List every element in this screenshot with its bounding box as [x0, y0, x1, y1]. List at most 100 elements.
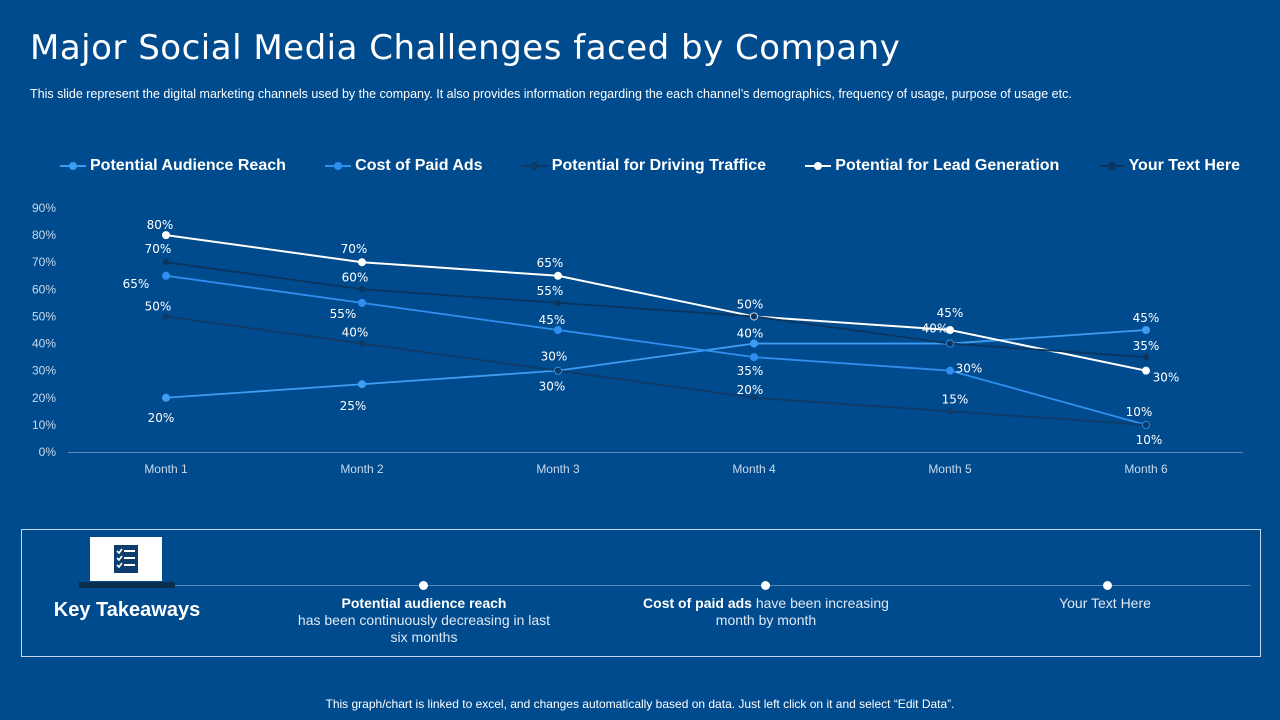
- data-point: [750, 394, 758, 401]
- y-tick-label: 40%: [32, 337, 56, 351]
- data-point: [554, 299, 562, 307]
- line-chart: 0% 10% 20% 30% 40% 50% 60% 70% 80% 90% Month 1 Mont…: [32, 201, 1243, 476]
- legend-marker-your-text: [1098, 159, 1125, 173]
- data-point: [946, 326, 954, 334]
- data-label: 25%: [340, 399, 367, 413]
- series-line-2: [165, 274, 1147, 426]
- chart-legend: Potential Audience Reach Cost of Paid Ad…: [60, 156, 1240, 176]
- data-label: 50%: [145, 299, 172, 313]
- data-label: 80%: [147, 218, 174, 232]
- data-label: 65%: [537, 256, 564, 270]
- series-line-3: [165, 315, 1147, 426]
- data-point: [358, 340, 366, 347]
- legend-label: Your Text Here: [1128, 157, 1240, 174]
- legend-marker-driving-traffic: [521, 159, 548, 173]
- data-point: [162, 271, 170, 280]
- data-point: [1142, 366, 1150, 375]
- legend-label: Potential Audience Reach: [90, 157, 286, 174]
- x-tick-label: Month 6: [1124, 462, 1168, 476]
- data-point: [1142, 353, 1150, 361]
- timeline-dot: [761, 581, 770, 590]
- takeaway-icon-base: [79, 582, 175, 588]
- data-label: 20%: [737, 383, 764, 397]
- takeaway-bold: Potential audience reach: [341, 595, 507, 611]
- legend-item-audience-reach[interactable]: Potential Audience Reach: [60, 157, 286, 175]
- legend-item-cost-paid-ads[interactable]: Cost of Paid Ads: [325, 157, 483, 175]
- data-point: [162, 393, 170, 402]
- data-label: 40%: [737, 327, 764, 341]
- y-tick-label: 80%: [32, 228, 56, 242]
- data-label: 70%: [145, 242, 172, 256]
- data-label: 10%: [1126, 405, 1153, 419]
- data-point: [554, 367, 562, 374]
- data-label: 10%: [1136, 433, 1163, 447]
- footer-note: This graph/chart is linked to excel, and…: [325, 697, 955, 711]
- data-label: 30%: [956, 362, 983, 376]
- data-label: 60%: [342, 270, 369, 284]
- page-title: Major Social Media Challenges faced by C…: [30, 28, 901, 68]
- takeaway-item-2: Cost of paid ads have been increasing mo…: [636, 595, 896, 629]
- legend-label: Potential for Lead Generation: [835, 157, 1060, 174]
- data-label: 50%: [737, 297, 764, 311]
- legend-item-your-text[interactable]: Your Text Here: [1098, 157, 1240, 175]
- data-point: [358, 380, 366, 389]
- data-label: 45%: [937, 306, 964, 320]
- series-line-1: [165, 329, 1147, 399]
- legend-marker-cost-paid-ads: [325, 159, 352, 173]
- data-label: 70%: [341, 242, 368, 256]
- x-tick-label: Month 2: [340, 462, 384, 476]
- data-label: 30%: [541, 350, 568, 364]
- timeline-dot: [419, 581, 428, 590]
- legend-item-lead-generation[interactable]: Potential for Lead Generation: [805, 157, 1059, 175]
- x-tick-label: Month 3: [536, 462, 580, 476]
- data-label: 45%: [539, 313, 566, 327]
- data-label: 45%: [1133, 311, 1160, 325]
- takeaway-timeline: [175, 585, 1250, 586]
- x-tick-label: Month 4: [732, 462, 776, 476]
- data-point: [750, 313, 758, 320]
- y-tick-label: 50%: [32, 309, 56, 323]
- takeaway-rest: Your Text Here: [1059, 595, 1151, 611]
- series-line-5: [165, 261, 1147, 359]
- data-point: [946, 340, 954, 347]
- data-label: 40%: [342, 326, 369, 340]
- data-point: [946, 408, 954, 415]
- data-point: [162, 259, 170, 266]
- data-label: 65%: [123, 277, 150, 291]
- takeaway-rest: has been continuously decreasing in last…: [297, 612, 551, 645]
- legend-item-driving-traffic[interactable]: Potential for Driving Traffice: [521, 157, 767, 175]
- data-point: [554, 326, 562, 334]
- data-point: [554, 271, 562, 280]
- data-label: 20%: [148, 411, 175, 425]
- y-tick-label: 60%: [32, 282, 56, 296]
- timeline-dot: [1103, 581, 1112, 590]
- data-label: 55%: [330, 307, 357, 321]
- data-point: [1142, 421, 1150, 429]
- checklist-icon: [90, 537, 162, 581]
- takeaway-item-3: Your Text Here: [1020, 595, 1190, 612]
- page-subtitle: This slide represent the digital marketi…: [30, 87, 1072, 101]
- y-tick-label: 20%: [32, 391, 56, 405]
- data-point: [162, 231, 170, 240]
- data-label: 15%: [942, 392, 969, 406]
- legend-label: Cost of Paid Ads: [355, 157, 483, 174]
- data-point: [358, 258, 366, 267]
- data-label: 55%: [537, 284, 564, 298]
- y-tick-label: 30%: [32, 364, 56, 378]
- y-tick-label: 90%: [32, 201, 56, 215]
- x-tick-label: Month 1: [144, 462, 188, 476]
- legend-marker-audience-reach: [60, 159, 86, 173]
- data-label: 35%: [1133, 339, 1160, 353]
- data-label: 30%: [539, 380, 566, 394]
- data-label: 35%: [737, 364, 764, 378]
- data-point: [946, 366, 954, 375]
- takeaway-item-1: Potential audience reach has been contin…: [294, 595, 554, 646]
- data-point: [358, 298, 366, 307]
- legend-marker-lead-generation: [805, 159, 832, 173]
- data-point: [1142, 326, 1150, 334]
- legend-label: Potential for Driving Traffice: [551, 157, 767, 174]
- takeaway-rest: have been increasing month by month: [715, 595, 889, 628]
- y-tick-label: 70%: [32, 255, 56, 269]
- takeaway-bold: Cost of paid ads: [643, 595, 752, 611]
- data-point: [750, 353, 758, 362]
